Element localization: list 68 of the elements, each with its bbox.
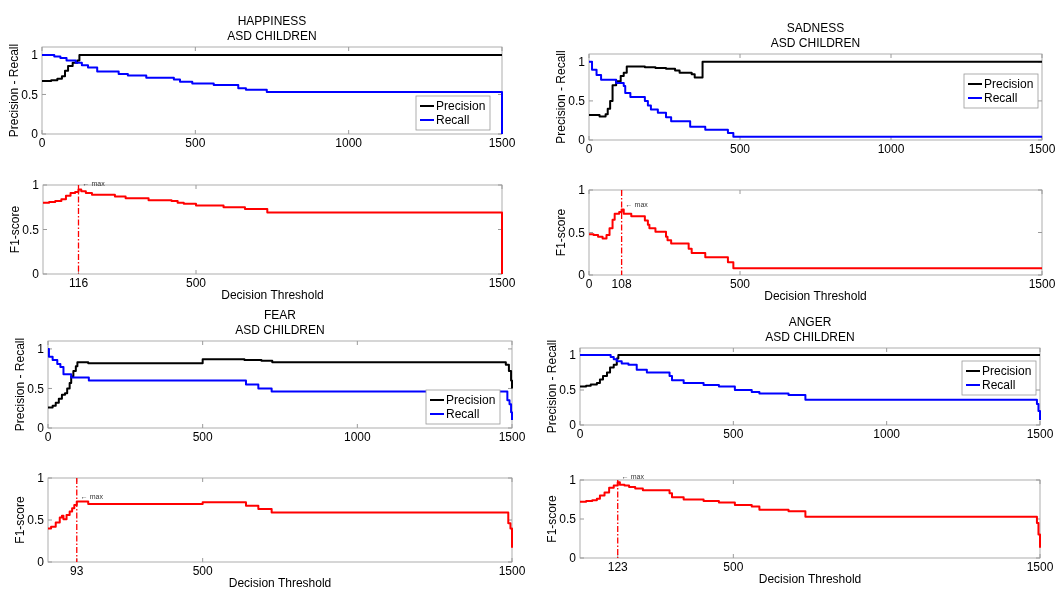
y-tick-label: 1 <box>37 342 45 357</box>
x-tick-label: 1500 <box>498 430 526 444</box>
y-tick-label: 0.5 <box>568 94 586 109</box>
x-tick-label: 1500 <box>1026 560 1054 574</box>
x-tick-label: 1000 <box>335 136 363 150</box>
legend-label: Precision <box>984 77 1034 92</box>
y-tick-label: 1 <box>569 348 577 363</box>
legend-label: Recall <box>436 113 470 128</box>
x-axis-title: Decision Threshold <box>228 576 332 590</box>
y-tick-label: 1 <box>569 473 577 488</box>
y-axis-title: Precision - Recall <box>13 337 27 432</box>
x-tick-label: 1000 <box>877 142 905 156</box>
legend-label: Precision <box>446 393 496 408</box>
y-tick-label: 1 <box>578 55 586 70</box>
y-tick-label: 1 <box>32 178 40 193</box>
x-tick-label: 108 <box>611 277 632 291</box>
legend-label: Recall <box>984 91 1018 106</box>
y-tick-label: 1 <box>578 183 586 198</box>
x-tick-label: 500 <box>729 277 751 291</box>
y-tick-label: 1 <box>37 471 45 486</box>
y-tick-label: 0.5 <box>559 512 577 527</box>
legend-label: Precision <box>436 99 486 114</box>
legend-label: Precision <box>982 364 1032 379</box>
x-tick-label: 500 <box>192 564 213 578</box>
x-tick-label: 500 <box>723 560 744 574</box>
x-tick-label: 500 <box>192 430 213 444</box>
chart-title: HAPPINESS <box>237 14 307 28</box>
x-tick-label: 500 <box>185 276 207 290</box>
x-tick-label: 500 <box>729 142 751 156</box>
x-tick-label: 1500 <box>488 136 516 150</box>
y-tick-label: 0.5 <box>559 383 577 398</box>
x-tick-label: 1500 <box>498 564 526 578</box>
x-tick-label: 1500 <box>1026 427 1054 441</box>
y-axis-title: F1-score <box>554 208 568 257</box>
chart-subtitle: ASD CHILDREN <box>770 36 861 50</box>
x-tick-label: 123 <box>607 560 629 574</box>
x-tick-label: 116 <box>68 276 89 290</box>
y-tick-label: 1 <box>31 48 39 63</box>
x-tick-label: 1500 <box>1028 142 1056 156</box>
y-tick-label: 0.5 <box>27 513 45 528</box>
y-axis-title: Precision - Recall <box>545 339 559 434</box>
chart-subtitle: ASD CHILDREN <box>235 323 325 337</box>
x-axis-title: Decision Threshold <box>221 288 324 302</box>
y-axis-title: F1-score <box>8 205 22 254</box>
chart-title: FEAR <box>263 308 297 322</box>
y-tick-label: 0.5 <box>568 225 586 240</box>
x-tick-label: 1500 <box>1028 277 1056 291</box>
y-tick-label: 0.5 <box>21 87 39 102</box>
chart-subtitle: ASD CHILDREN <box>227 29 317 43</box>
x-tick-label: 500 <box>723 427 744 441</box>
y-axis-title: F1-score <box>13 496 27 544</box>
y-tick-label: 0.5 <box>27 381 45 396</box>
y-axis-title: Precision - Recall <box>554 50 568 144</box>
x-tick-label: 1500 <box>488 276 516 290</box>
y-axis-title: Precision - Recall <box>7 43 21 138</box>
chart-subtitle: ASD CHILDREN <box>765 330 855 344</box>
x-axis-title: Decision Threshold <box>758 572 862 586</box>
x-tick-label: 93 <box>70 564 84 578</box>
chart-title: SADNESS <box>786 21 845 35</box>
chart-title: ANGER <box>788 315 832 329</box>
y-tick-label: 0.5 <box>22 222 40 237</box>
x-tick-label: 1000 <box>343 430 371 444</box>
x-axis-title: Decision Threshold <box>764 289 867 303</box>
legend-label: Recall <box>982 378 1016 393</box>
y-axis-title: F1-score <box>545 495 559 543</box>
x-tick-label: 500 <box>185 136 206 150</box>
x-tick-label: 1000 <box>873 427 901 441</box>
legend-label: Recall <box>446 407 480 422</box>
